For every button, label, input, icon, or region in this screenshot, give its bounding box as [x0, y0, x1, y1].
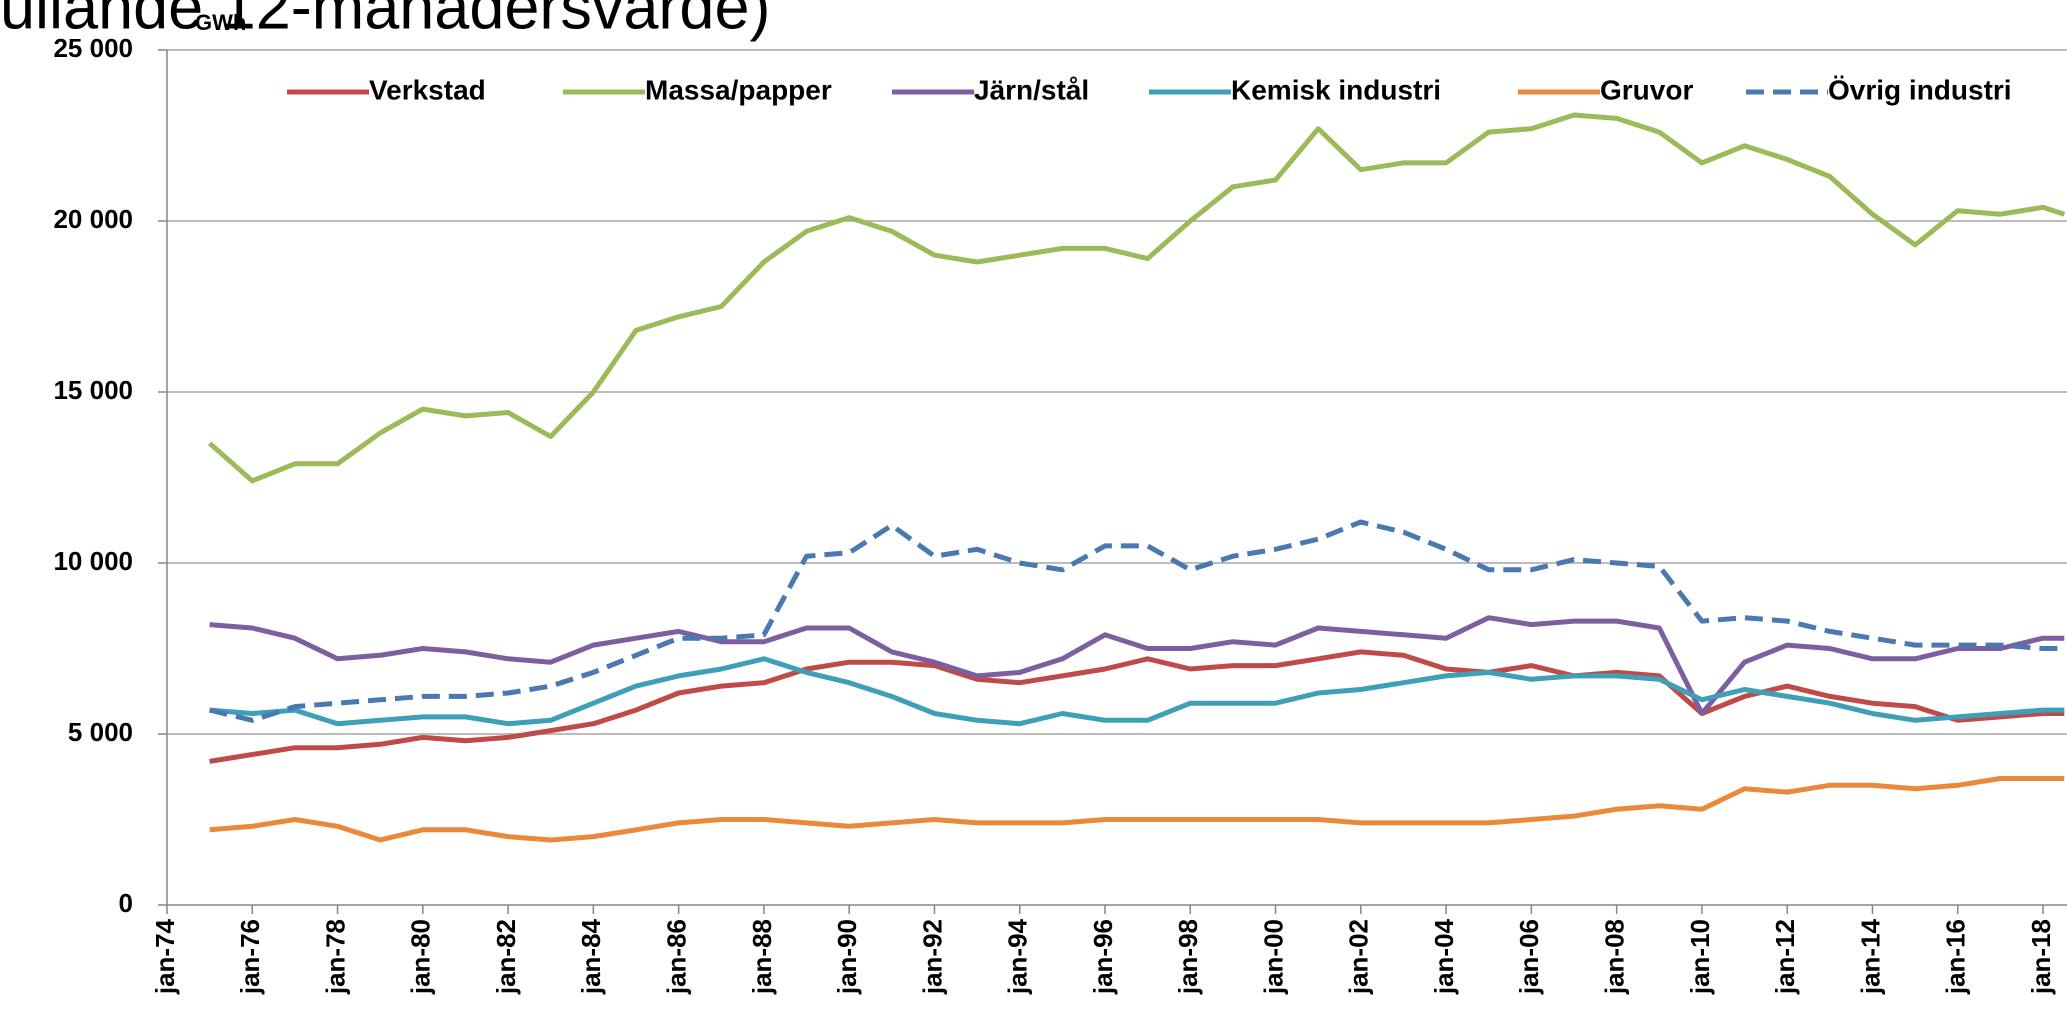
x-tick-label: jan-06 — [1514, 919, 1544, 995]
chart-title: ullande 12-månadersvärde) — [0, 0, 770, 43]
x-tick-label: jan-86 — [662, 919, 692, 995]
series-line — [209, 649, 2065, 764]
x-tick-label: jan-02 — [1344, 919, 1374, 995]
y-tick-label: 15 000 — [53, 375, 133, 405]
x-tick-label: jan-88 — [747, 919, 777, 995]
y-tick-label: 10 000 — [53, 546, 133, 576]
x-tick-label: jan-96 — [1088, 919, 1118, 995]
y-tick-label: 20 000 — [53, 204, 133, 234]
x-tick-label: jan-00 — [1258, 919, 1288, 995]
y-tick-label: 25 000 — [53, 33, 133, 63]
x-tick-label: jan-16 — [1941, 919, 1971, 995]
y-axis-label: GWh — [195, 10, 246, 35]
series-line — [209, 776, 2065, 843]
series-line — [209, 615, 2065, 716]
x-tick-label: jan-80 — [406, 919, 436, 995]
x-tick-label: jan-14 — [1855, 918, 1885, 995]
legend-label: Övrig industri — [1828, 74, 2012, 105]
y-tick-label: 0 — [119, 888, 133, 918]
y-tick-label: 5 000 — [68, 717, 133, 747]
x-tick-label: jan-18 — [2026, 919, 2056, 995]
x-tick-label: jan-08 — [1600, 919, 1630, 995]
x-tick-label: jan-92 — [917, 919, 947, 995]
legend-label: Järn/stål — [974, 74, 1089, 105]
series-line — [209, 656, 2065, 727]
x-tick-label: jan-74 — [150, 918, 180, 995]
x-tick-label: jan-04 — [1429, 918, 1459, 995]
x-tick-label: jan-98 — [1173, 919, 1203, 995]
x-tick-label: jan-76 — [235, 919, 265, 995]
x-tick-label: jan-78 — [320, 919, 350, 995]
legend-label: Massa/papper — [645, 74, 832, 105]
legend-label: Kemisk industri — [1231, 74, 1441, 105]
x-tick-label: jan-10 — [1685, 919, 1715, 995]
series-line — [207, 112, 2066, 484]
x-tick-label: jan-90 — [832, 919, 862, 995]
x-tick-label: jan-82 — [491, 919, 521, 995]
x-tick-label: jan-94 — [1003, 918, 1033, 995]
legend-label: Gruvor — [1600, 74, 1693, 105]
x-tick-label: jan-84 — [576, 918, 606, 995]
series-line — [209, 519, 2065, 723]
legend-label: Verkstad — [369, 74, 486, 105]
x-tick-label: jan-12 — [1770, 919, 1800, 995]
